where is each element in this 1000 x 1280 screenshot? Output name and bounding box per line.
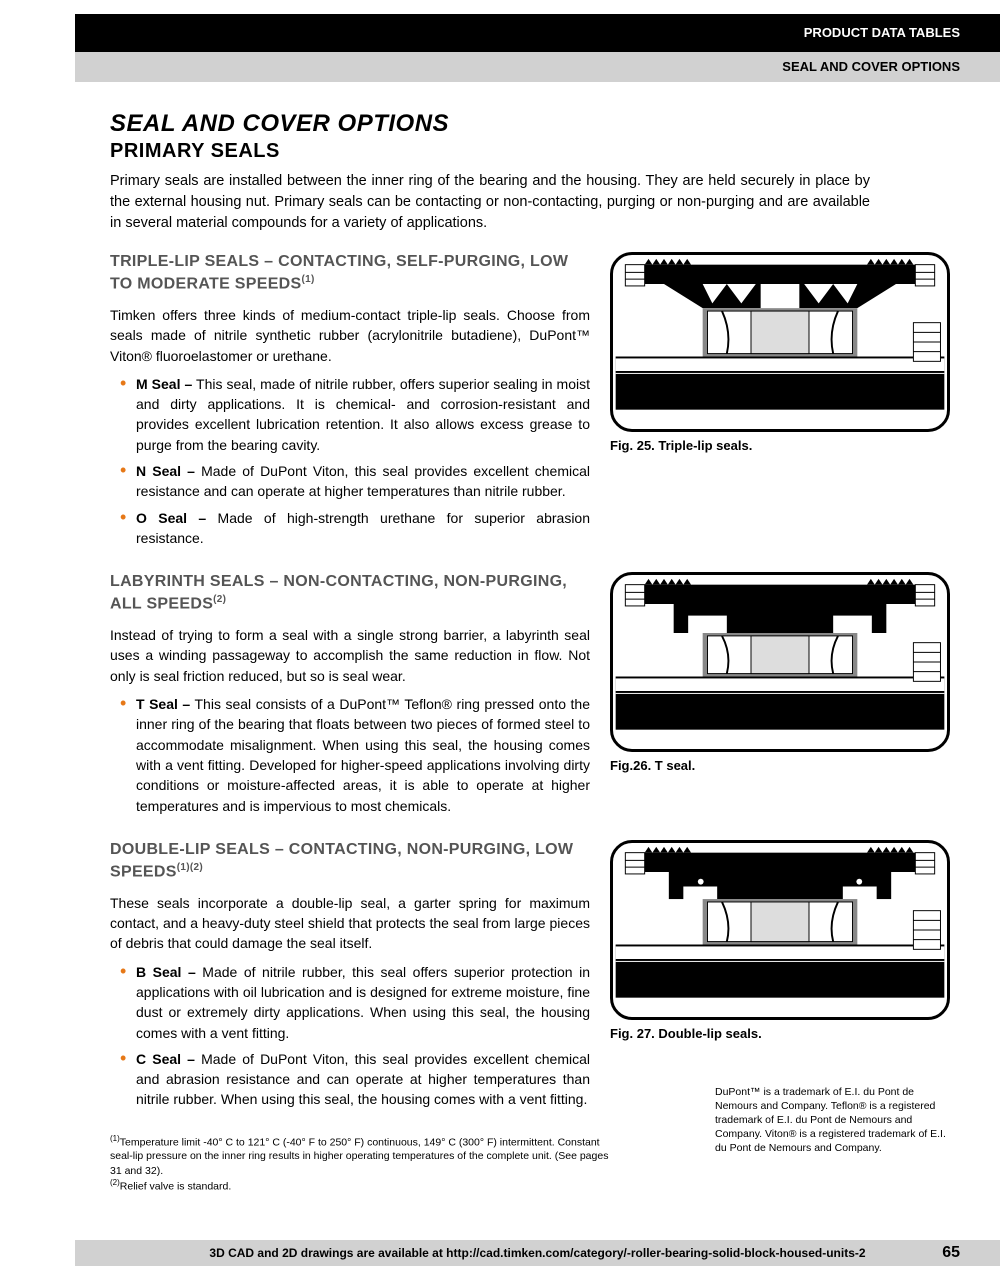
list-item: T Seal – This seal consists of a DuPont™… xyxy=(124,694,590,816)
footnotes: (1)Temperature limit -40° C to 121° C (-… xyxy=(110,1134,610,1194)
section-double-lip: DOUBLE-LIP SEALS – CONTACTING, NON-PURGI… xyxy=(110,840,955,1116)
section-heading: LABYRINTH SEALS – NON-CONTACTING, NON-PU… xyxy=(110,572,590,615)
seal-text: Made of DuPont Viton, this seal provides… xyxy=(136,463,590,499)
seal-name: M Seal – xyxy=(136,376,192,392)
list-item: C Seal – Made of DuPont Viton, this seal… xyxy=(124,1049,590,1110)
footnote-text: Temperature limit -40° C to 121° C (-40°… xyxy=(110,1136,608,1176)
heading-text: LABYRINTH SEALS – NON-CONTACTING, NON-PU… xyxy=(110,573,567,612)
figure-column: Fig. 25. Triple-lip seals. xyxy=(610,252,955,554)
figure-column: Fig.26. T seal. xyxy=(610,572,955,822)
heading-text: TRIPLE-LIP SEALS – CONTACTING, SELF-PURG… xyxy=(110,253,568,292)
section-heading: TRIPLE-LIP SEALS – CONTACTING, SELF-PURG… xyxy=(110,252,590,295)
heading-sup: (2) xyxy=(213,594,226,605)
header-grey-bar: SEAL AND COVER OPTIONS xyxy=(75,52,1000,82)
seal-name: C Seal – xyxy=(136,1051,195,1067)
double-lip-diagram xyxy=(613,843,947,1017)
list-item: M Seal – This seal, made of nitrile rubb… xyxy=(124,374,590,455)
seal-list: B Seal – Made of nitrile rubber, this se… xyxy=(110,962,590,1110)
page-title: SEAL AND COVER OPTIONS xyxy=(110,110,955,138)
page-subtitle: PRIMARY SEALS xyxy=(110,140,955,163)
figure-column: Fig. 27. Double-lip seals. xyxy=(610,840,955,1116)
intro-paragraph: Primary seals are installed between the … xyxy=(110,171,870,234)
heading-text: DOUBLE-LIP SEALS – CONTACTING, NON-PURGI… xyxy=(110,841,573,880)
list-item: O Seal – Made of high-strength urethane … xyxy=(124,508,590,549)
seal-text: Made of nitrile rubber, this seal offers… xyxy=(136,964,590,1041)
footnote-1: (1)Temperature limit -40° C to 121° C (-… xyxy=(110,1134,610,1178)
seal-name: T Seal – xyxy=(136,696,190,712)
seal-name: N Seal – xyxy=(136,463,195,479)
triple-lip-diagram xyxy=(613,255,947,429)
list-item: N Seal – Made of DuPont Viton, this seal… xyxy=(124,461,590,502)
seal-list: M Seal – This seal, made of nitrile rubb… xyxy=(110,374,590,548)
section-text: DOUBLE-LIP SEALS – CONTACTING, NON-PURGI… xyxy=(110,840,590,1116)
seal-name: O Seal – xyxy=(136,510,206,526)
section-triple-lip: TRIPLE-LIP SEALS – CONTACTING, SELF-PURG… xyxy=(110,252,955,554)
figure-box xyxy=(610,572,950,752)
footnote-2: (2)Relief valve is standard. xyxy=(110,1178,610,1194)
figure-caption: Fig. 27. Double-lip seals. xyxy=(610,1026,955,1041)
footer-text: 3D CAD and 2D drawings are available at … xyxy=(209,1246,865,1260)
heading-sup: (1) xyxy=(302,274,315,285)
seal-list: T Seal – This seal consists of a DuPont™… xyxy=(110,694,590,816)
trademark-notice: DuPont™ is a trademark of E.I. du Pont d… xyxy=(715,1085,955,1156)
seal-text: This seal, made of nitrile rubber, offer… xyxy=(136,376,590,453)
section-labyrinth: LABYRINTH SEALS – NON-CONTACTING, NON-PU… xyxy=(110,572,955,822)
footer-bar: 3D CAD and 2D drawings are available at … xyxy=(75,1240,1000,1266)
figure-caption: Fig.26. T seal. xyxy=(610,758,955,773)
figure-caption: Fig. 25. Triple-lip seals. xyxy=(610,438,955,453)
section-text: TRIPLE-LIP SEALS – CONTACTING, SELF-PURG… xyxy=(110,252,590,554)
t-seal-diagram xyxy=(613,575,947,749)
page-content: SEAL AND COVER OPTIONS PRIMARY SEALS Pri… xyxy=(110,110,955,1193)
header-black-bar: PRODUCT DATA TABLES xyxy=(75,14,1000,52)
page-number: 65 xyxy=(942,1244,960,1262)
figure-box xyxy=(610,252,950,432)
section-body: These seals incorporate a double-lip sea… xyxy=(110,893,590,954)
header-black-text: PRODUCT DATA TABLES xyxy=(804,25,960,40)
section-body: Timken offers three kinds of medium-cont… xyxy=(110,305,590,366)
section-body: Instead of trying to form a seal with a … xyxy=(110,625,590,686)
seal-text: Made of DuPont Viton, this seal provides… xyxy=(136,1051,590,1108)
seal-name: B Seal – xyxy=(136,964,196,980)
section-text: LABYRINTH SEALS – NON-CONTACTING, NON-PU… xyxy=(110,572,590,822)
list-item: B Seal – Made of nitrile rubber, this se… xyxy=(124,962,590,1043)
heading-sup: (1)(2) xyxy=(177,862,203,873)
seal-text: This seal consists of a DuPont™ Teflon® … xyxy=(136,696,590,813)
header-grey-text: SEAL AND COVER OPTIONS xyxy=(782,59,960,74)
section-heading: DOUBLE-LIP SEALS – CONTACTING, NON-PURGI… xyxy=(110,840,590,883)
figure-box xyxy=(610,840,950,1020)
footnote-text: Relief valve is standard. xyxy=(120,1180,231,1192)
